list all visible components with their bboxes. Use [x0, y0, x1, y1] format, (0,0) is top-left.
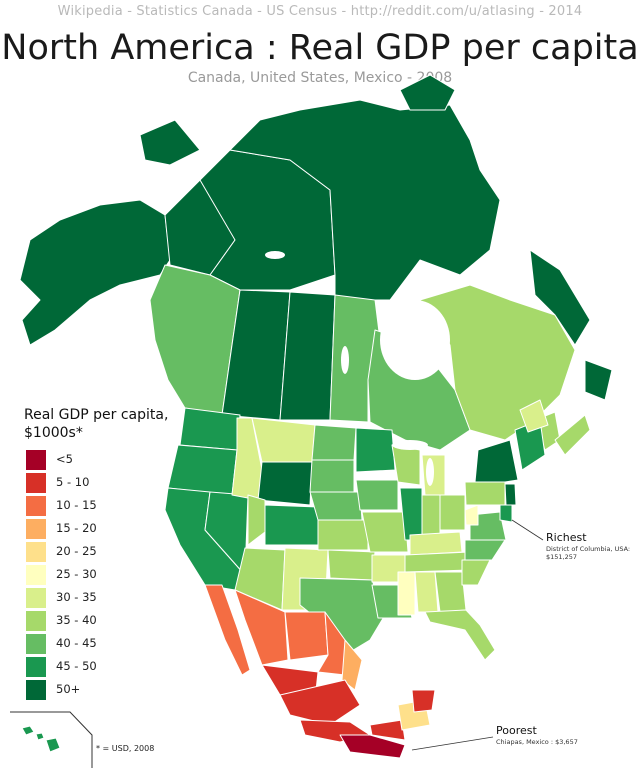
region-colorado: [264, 504, 319, 546]
region-north-dakota: [311, 424, 357, 461]
region-wyoming: [257, 461, 313, 506]
legend-label: 20 - 25: [56, 544, 97, 558]
region-hawaii: [21, 725, 61, 753]
legend-swatch: [26, 496, 46, 516]
region-south-dakota: [309, 459, 355, 493]
region-arctic-island-a: [399, 74, 456, 111]
lake-hudson-bay: [380, 300, 450, 380]
richest-leader-line: [511, 519, 544, 541]
region-nunavut: [229, 99, 501, 301]
region-mississippi: [397, 571, 416, 616]
legend-title: Real GDP per capita, $1000s*: [24, 407, 169, 441]
region-tennessee: [404, 551, 471, 573]
region-south-carolina: [461, 559, 491, 586]
lake-great-slave: [265, 251, 285, 259]
region-nebraska: [309, 491, 363, 521]
legend-swatch: [26, 450, 46, 470]
legend-swatch: [26, 611, 46, 631]
region-nuevo-leon: [341, 639, 363, 691]
region-chiapas: [339, 734, 406, 759]
region-coahuila: [317, 611, 346, 676]
region-new-york: [474, 439, 519, 483]
region-iowa: [355, 479, 399, 511]
legend-swatch: [26, 634, 46, 654]
region-washington: [179, 407, 241, 451]
inset-border: [10, 711, 93, 768]
region-saskatchewan: [279, 291, 336, 421]
legend-label: 45 - 50: [56, 659, 97, 673]
region-quintana-roo: [411, 689, 436, 713]
region-west-virginia: [464, 504, 479, 526]
region-baja-california: [204, 584, 251, 676]
region-nova-scotia: [554, 414, 591, 456]
legend-swatch: [26, 542, 46, 562]
region-kansas: [317, 519, 369, 551]
legend-label: 35 - 40: [56, 613, 97, 627]
region-arctic-island-b: [139, 119, 201, 166]
region-north-carolina: [464, 539, 506, 561]
legend-label: 50+: [56, 682, 81, 696]
lake-superior: [392, 440, 428, 450]
sources-line: Wikipedia - Statistics Canada - US Censu…: [57, 4, 583, 19]
region-ohio: [439, 494, 466, 531]
legend-swatch: [26, 565, 46, 585]
legend-swatch: [26, 519, 46, 539]
lake-michigan: [426, 458, 434, 486]
footnote: * = USD, 2008: [96, 744, 155, 753]
region-missouri: [361, 511, 409, 553]
richest-detail: District of Columbia, USA: $151,257: [546, 545, 631, 561]
legend-label: 40 - 45: [56, 636, 97, 650]
map-title: North America : Real GDP per capita: [1, 28, 639, 68]
legend-label: 30 - 35: [56, 590, 97, 604]
region-wisconsin: [391, 444, 421, 486]
region-florida: [424, 609, 496, 661]
region-oklahoma: [327, 549, 376, 581]
poorest-title: Poorest: [496, 724, 537, 737]
region-indiana: [421, 494, 441, 536]
region-quebec: [419, 284, 576, 441]
legend-label: 10 - 15: [56, 498, 97, 512]
region-virginia: [469, 511, 507, 541]
region-kentucky: [409, 531, 463, 556]
legend-label: 15 - 20: [56, 521, 97, 535]
region-alabama: [414, 571, 439, 613]
region-utah: [247, 494, 266, 546]
region-montana: [251, 417, 316, 463]
region-georgia: [434, 571, 467, 613]
region-sonora: [234, 589, 289, 666]
region-maine: [519, 399, 549, 433]
region-chihuahua: [284, 611, 329, 661]
legend-label: 25 - 30: [56, 567, 97, 581]
legend-swatch: [26, 680, 46, 700]
region-oregon: [167, 444, 238, 496]
poorest-detail: Chiapas, Mexico : $3,657: [496, 738, 578, 746]
legend-swatch: [26, 473, 46, 493]
region-minnesota: [355, 427, 396, 473]
region-pennsylvania: [464, 481, 506, 506]
region-tabasco: [369, 719, 406, 741]
region-new-jersey: [504, 483, 517, 506]
region-newfoundland: [584, 359, 613, 401]
map-subtitle: Canada, United States, Mexico - 2008: [187, 70, 453, 86]
richest-title: Richest: [546, 531, 587, 544]
region-alaska: [19, 199, 171, 346]
legend-label: 5 - 10: [56, 475, 90, 489]
legend-label: <5: [56, 452, 73, 466]
poorest-leader-line: [411, 736, 494, 751]
region-central-mexico: [279, 679, 361, 726]
legend-swatch: [26, 588, 46, 608]
region-labrador: [529, 249, 591, 346]
region-delaware-maryland: [499, 504, 513, 523]
legend-swatch: [26, 657, 46, 677]
lake-winnipeg: [341, 346, 349, 374]
